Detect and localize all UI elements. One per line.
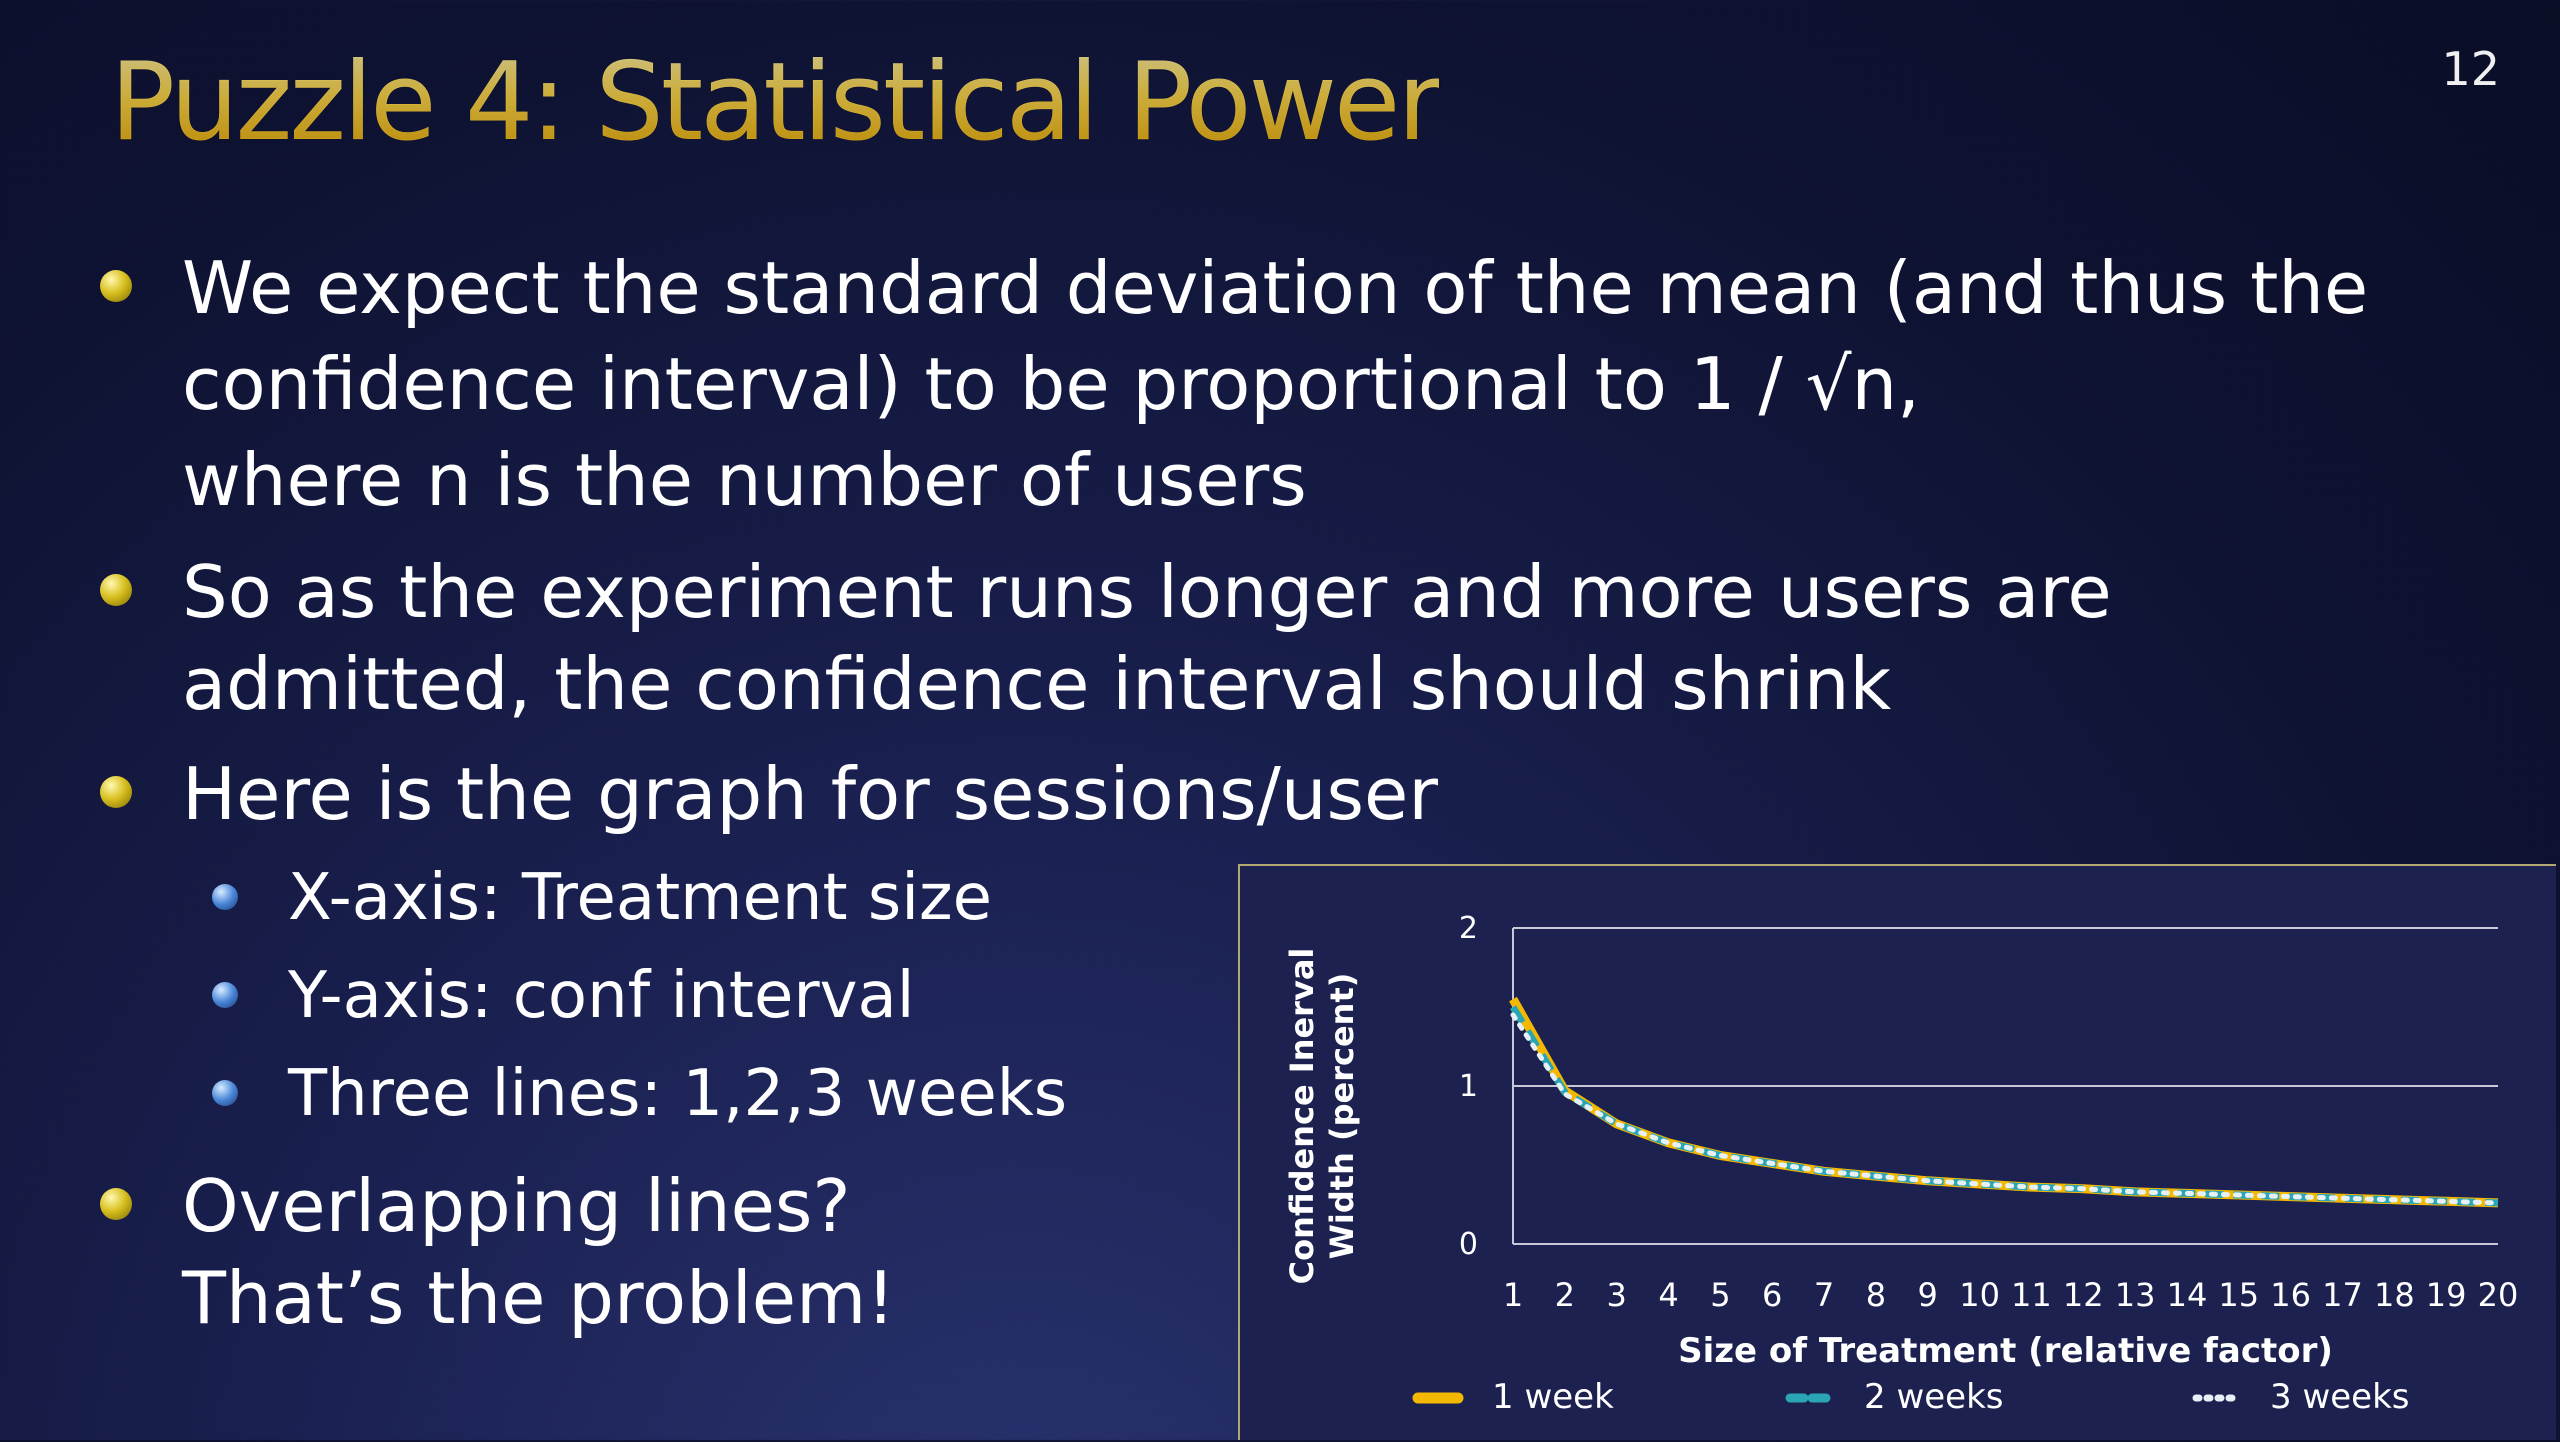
x-tick-label: 7: [1814, 1276, 1834, 1314]
bullet-dot-icon: [100, 574, 132, 606]
x-tick-label: 4: [1658, 1276, 1678, 1314]
x-tick-label: 11: [2011, 1276, 2052, 1314]
x-tick-label: 3: [1607, 1276, 1627, 1314]
x-tick-label: 8: [1866, 1276, 1886, 1314]
slide-title: Puzzle 4: Statistical Power: [110, 40, 1442, 165]
sub-bullet-text: Three lines: 1,2,3 weeks: [288, 1057, 1068, 1131]
bullet-line: Here is the graph for sessions/user: [182, 752, 1438, 836]
x-tick-label: 20: [2478, 1276, 2519, 1314]
x-tick-label: 13: [2115, 1276, 2156, 1314]
x-tick-label: 9: [1918, 1276, 1938, 1314]
x-tick-label: 2: [1555, 1276, 1575, 1314]
sub-bullet-text: X-axis: Treatment size: [288, 861, 992, 935]
x-tick-label: 14: [2167, 1276, 2208, 1314]
bullet-line: Overlapping lines?: [182, 1164, 851, 1248]
chart-container: 0 1 2 1 2 3 4 5 6 7 8 9 10 11 12 13 14 15 16 17 18 19 20 Size o…: [1238, 864, 2556, 1440]
y-axis-title-line: Width (percent): [1323, 973, 1361, 1260]
series-line: [1510, 1005, 2499, 1207]
bullet-line: confidence interval) to be proportional …: [182, 342, 1921, 426]
bullet-line: We expect the standard deviation of the …: [182, 246, 2369, 330]
x-tick-label: 19: [2426, 1276, 2467, 1314]
bullet-dot-icon: [100, 270, 132, 302]
y-tick-label: 0: [1459, 1227, 1478, 1262]
y-tick-label: 1: [1459, 1069, 1478, 1104]
series-line: [1510, 1012, 2501, 1206]
bullet-dot-icon: [100, 1188, 132, 1220]
legend-label: 2 weeks: [1864, 1377, 2004, 1417]
legend-label: 1 week: [1492, 1377, 1614, 1417]
y-axis-title: Confidence InervalWidth (percent): [1283, 948, 1361, 1285]
x-tick-label: 18: [2374, 1276, 2415, 1314]
legend-label: 3 weeks: [2270, 1377, 2410, 1417]
bullet-line: That’s the problem!: [182, 1256, 896, 1340]
bullet-line: where n is the number of users: [182, 438, 1307, 522]
bullet-dot-icon: [100, 776, 132, 808]
y-axis-title-line: Confidence Inerval: [1283, 948, 1321, 1285]
x-tick-label: 1: [1503, 1276, 1523, 1314]
sub-bullet-dot-icon: [212, 1080, 238, 1106]
bullet-line: So as the experiment runs longer and mor…: [182, 550, 2112, 634]
x-axis-title: Size of Treatment (relative factor): [1678, 1331, 2333, 1371]
series-line: [1509, 996, 2499, 1208]
sub-bullet-dot-icon: [212, 884, 238, 910]
sub-bullet-dot-icon: [212, 982, 238, 1008]
x-tick-label: 12: [2063, 1276, 2104, 1314]
bullet-line: admitted, the confidence interval should…: [182, 642, 1892, 726]
x-tick-label: 5: [1710, 1276, 1730, 1314]
x-tick-label: 17: [2322, 1276, 2363, 1314]
sub-bullet-text: Y-axis: conf interval: [288, 959, 915, 1033]
slide-number: 12: [2441, 42, 2500, 96]
x-tick-label: 6: [1762, 1276, 1782, 1314]
y-tick-label: 2: [1459, 911, 1478, 946]
x-tick-label: 10: [1959, 1276, 2000, 1314]
x-tick-label: 16: [2270, 1276, 2311, 1314]
x-tick-label: 15: [2218, 1276, 2259, 1314]
